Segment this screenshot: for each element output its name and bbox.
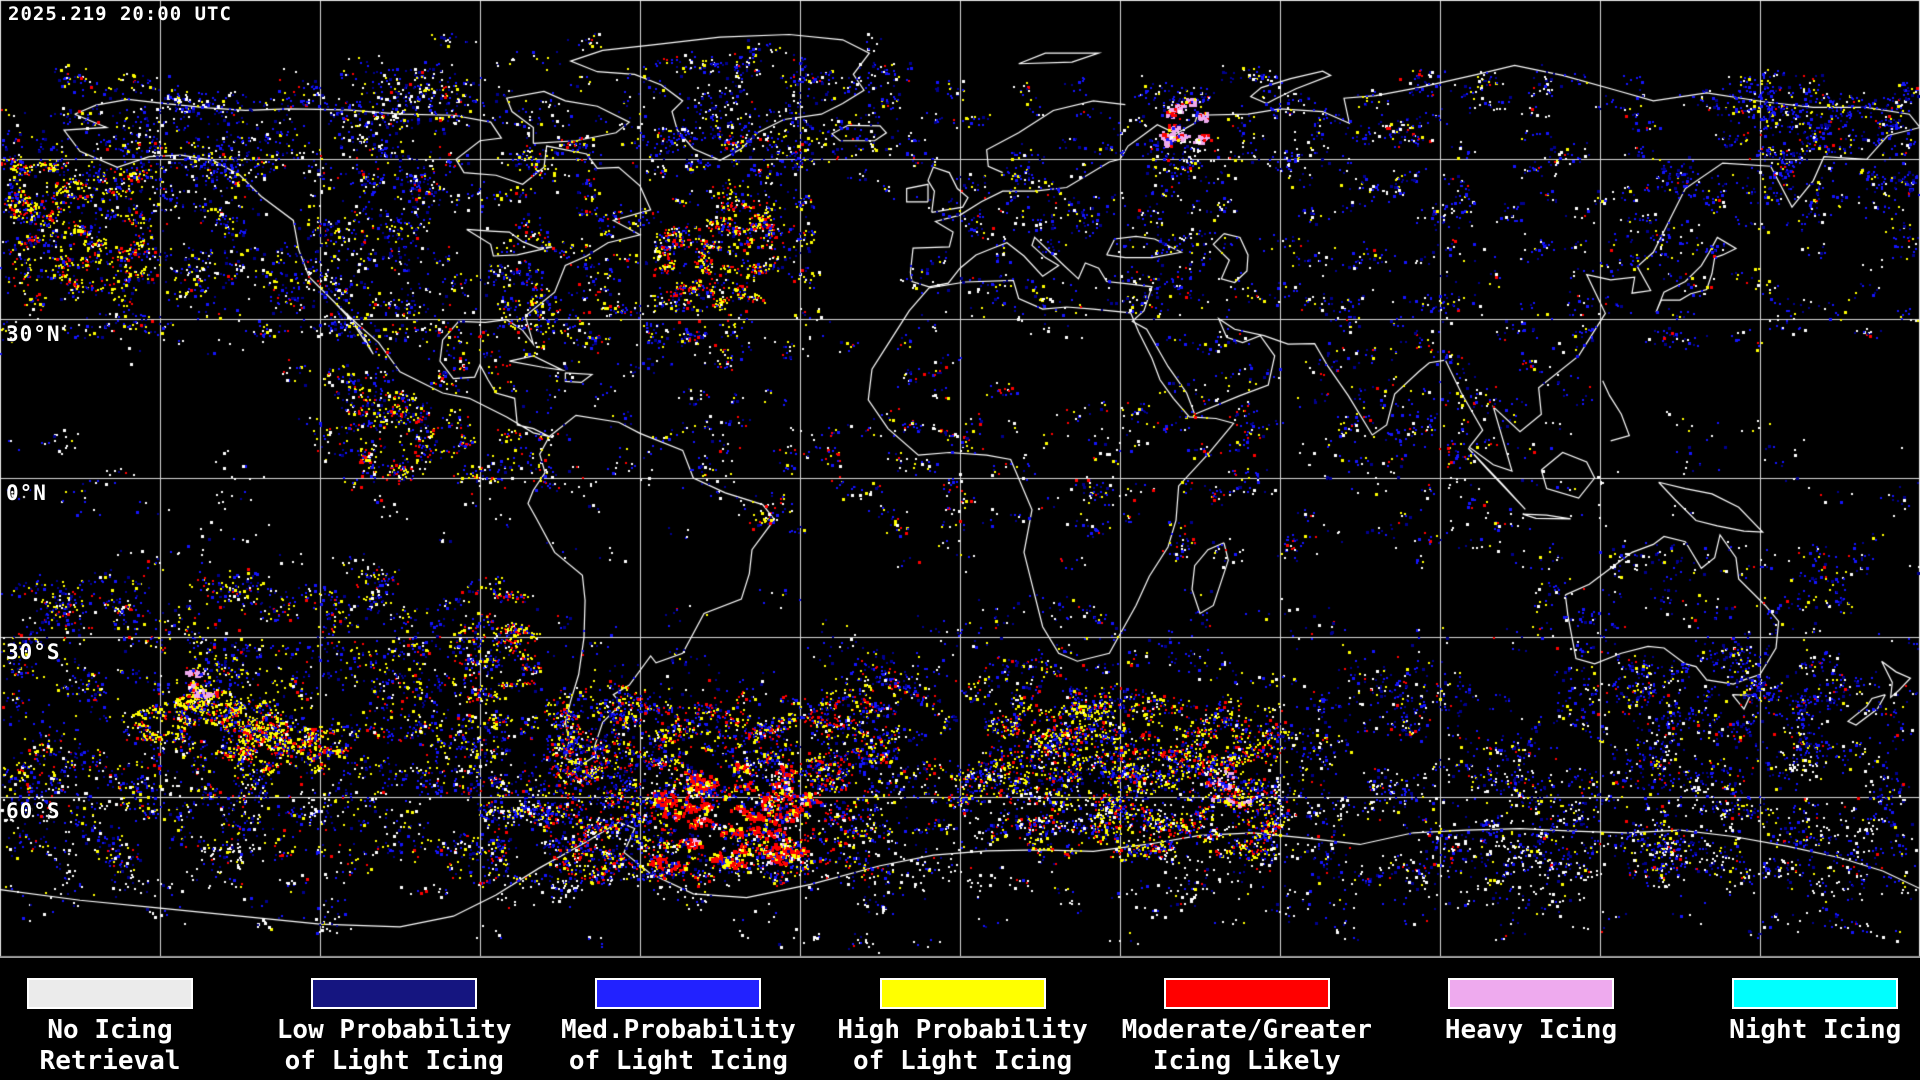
legend-label: No Icing — [47, 1015, 173, 1045]
legend-swatch-heavy-icing — [1448, 978, 1614, 1009]
legend-swatch-high-probability — [879, 978, 1046, 1009]
legend-swatch-moderate-greater — [1163, 978, 1330, 1009]
legend-label: Icing Likely — [1152, 1046, 1341, 1076]
legend-swatch-no-icing — [27, 978, 193, 1009]
legend-item-night-icing: Night Icing — [1672, 958, 1920, 1046]
icing-map-canvas — [0, 0, 1920, 958]
global-icing-map: 2025.219 20:00 UTC 30°N 0°N 30°S 60°S — [0, 0, 1920, 958]
lat-label-0n: 0°N — [6, 481, 47, 505]
legend-label: Med.Probability — [560, 1015, 796, 1045]
legend-swatch-low-probability — [311, 978, 478, 1009]
legend-label: of Light Icing — [284, 1046, 504, 1076]
legend-item-moderate-greater: Moderate/Greater Icing Likely — [1104, 958, 1390, 1077]
legend-label: High Probability — [837, 1015, 1088, 1045]
legend-label: Night Icing — [1729, 1015, 1902, 1045]
legend-label: Low Probability — [276, 1015, 512, 1045]
legend-item-high-probability: High Probability of Light Icing — [820, 958, 1106, 1077]
legend-label: Retrieval — [39, 1046, 181, 1076]
legend-swatch-night-icing — [1732, 978, 1899, 1009]
legend-swatch-med-probability — [595, 978, 762, 1009]
legend-item-no-icing: No Icing Retrieval — [0, 958, 253, 1077]
legend-item-med-probability: Med.Probability of Light Icing — [535, 958, 821, 1077]
legend-item-heavy-icing: Heavy Icing — [1388, 958, 1674, 1046]
legend-label: of Light Icing — [853, 1046, 1073, 1076]
legend-label: Heavy Icing — [1444, 1015, 1618, 1045]
legend: No Icing Retrieval Low Probability of Li… — [0, 958, 1920, 1080]
lat-label-60s: 60°S — [6, 799, 61, 823]
timestamp-label: 2025.219 20:00 UTC — [8, 3, 232, 25]
legend-label: of Light Icing — [568, 1046, 788, 1076]
legend-label: Moderate/Greater — [1121, 1015, 1373, 1045]
lat-label-30n: 30°N — [6, 322, 61, 346]
legend-item-low-probability: Low Probability of Light Icing — [251, 958, 537, 1077]
lat-label-30s: 30°S — [6, 640, 61, 664]
